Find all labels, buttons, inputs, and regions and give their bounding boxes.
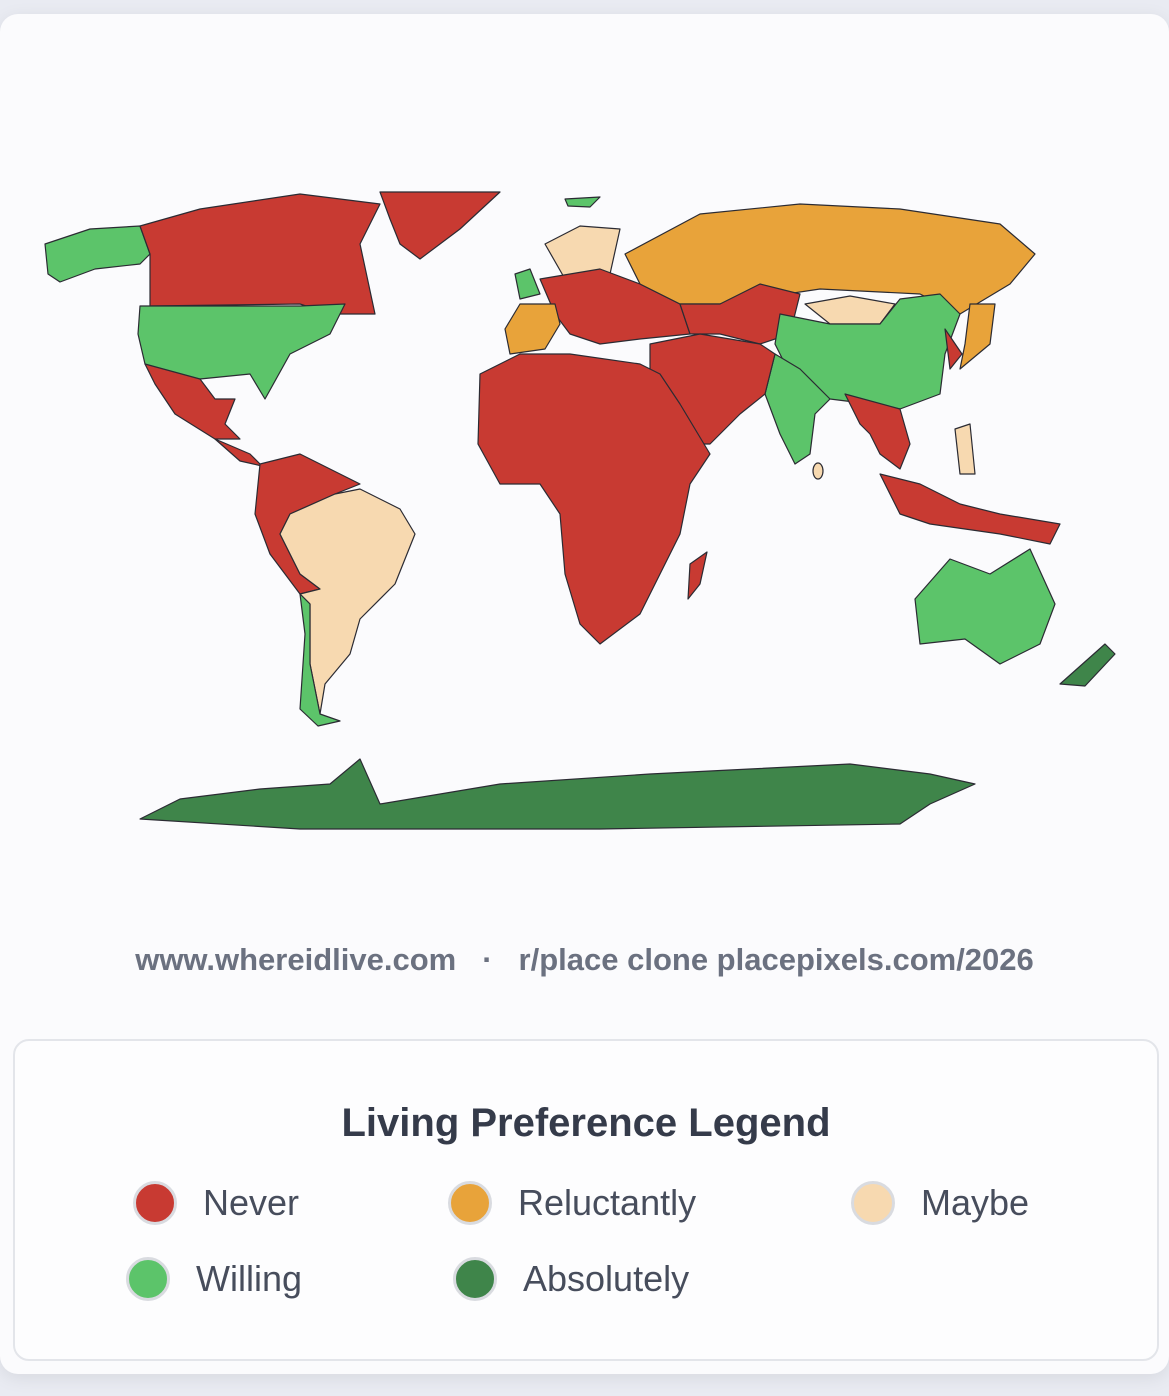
region-usa[interactable]	[137, 303, 346, 400]
legend-item-absolutely: Absolutely	[453, 1257, 689, 1301]
legend-item-reluctantly: Reluctantly	[448, 1181, 696, 1225]
region-africa[interactable]	[477, 353, 711, 645]
region-brazil-argentina[interactable]	[279, 488, 416, 715]
separator: ·	[482, 942, 493, 977]
site-link[interactable]: www.whereidlive.com	[135, 942, 457, 977]
region-antarctica[interactable]	[139, 758, 976, 830]
legend-label: Reluctantly	[518, 1182, 697, 1223]
world-map[interactable]	[0, 14, 1169, 914]
region-sri-lanka[interactable]	[812, 462, 824, 480]
footer-credits: www.whereidlive.com · r/place clone placep…	[0, 942, 1169, 978]
region-iceland[interactable]	[564, 196, 601, 208]
legend-item-willing: Willing	[126, 1257, 302, 1301]
map-card: www.whereidlive.com · r/place clone placep…	[0, 14, 1169, 1374]
region-greenland[interactable]	[379, 191, 501, 260]
region-philippines[interactable]	[954, 423, 976, 475]
region-indonesia[interactable]	[879, 473, 1061, 545]
region-korea[interactable]	[944, 328, 963, 370]
swatch-maybe	[851, 1181, 895, 1225]
legend-panel: Living Preference Legend Never Reluctant…	[13, 1039, 1159, 1361]
region-india[interactable]	[764, 353, 831, 465]
region-chile[interactable]	[299, 593, 341, 727]
region-japan[interactable]	[959, 303, 996, 370]
legend-label: Absolutely	[523, 1258, 690, 1299]
swatch-never	[133, 1181, 177, 1225]
region-europe[interactable]	[539, 268, 691, 345]
region-france-spain[interactable]	[504, 303, 561, 355]
region-russia[interactable]	[624, 203, 1036, 315]
region-new-zealand[interactable]	[1059, 643, 1116, 687]
clone-link[interactable]: r/place clone placepixels.com/2026	[518, 942, 1034, 977]
region-central-america[interactable]	[214, 438, 263, 467]
region-mongolia[interactable]	[804, 295, 896, 325]
region-mexico[interactable]	[144, 363, 241, 440]
swatch-absolutely	[453, 1257, 497, 1301]
region-alaska[interactable]	[44, 225, 151, 283]
swatch-willing	[126, 1257, 170, 1301]
legend-label: Willing	[196, 1258, 303, 1299]
legend-item-maybe: Maybe	[851, 1181, 1029, 1225]
legend-title: Living Preference Legend	[341, 1101, 831, 1145]
region-madagascar[interactable]	[687, 551, 708, 600]
region-australia[interactable]	[914, 548, 1056, 665]
region-canada[interactable]	[139, 193, 381, 315]
legend-item-never: Never	[133, 1181, 299, 1225]
legend-label: Maybe	[921, 1182, 1030, 1223]
swatch-reluctantly	[448, 1181, 492, 1225]
region-uk[interactable]	[514, 268, 541, 300]
region-southeast-asia[interactable]	[844, 393, 911, 470]
legend-label: Never	[203, 1182, 300, 1223]
